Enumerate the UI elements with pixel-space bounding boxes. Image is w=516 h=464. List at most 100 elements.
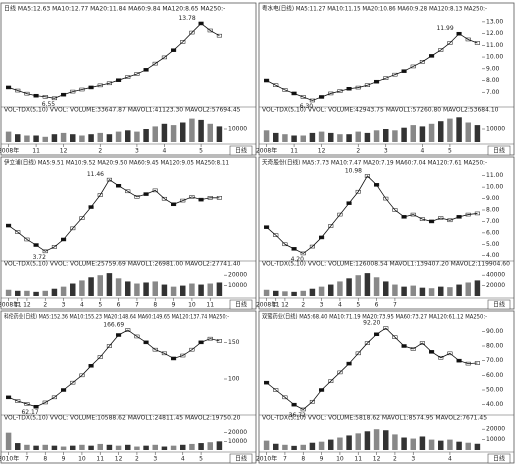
volume-bar <box>70 445 76 450</box>
volume-bar <box>60 132 67 142</box>
price-line <box>266 33 478 101</box>
volume-bar <box>346 435 352 450</box>
volume-bar <box>170 286 177 296</box>
volume-bar <box>42 136 48 142</box>
volume-bar <box>465 122 471 142</box>
x-tick-label: 4 <box>163 148 167 155</box>
y-tick-label: 100 <box>228 376 240 383</box>
volume-bar <box>465 442 471 450</box>
volume-bar <box>447 287 453 296</box>
volume-bar <box>337 134 343 142</box>
volume-bar <box>125 281 131 296</box>
x-tick-label: 11 <box>14 302 22 309</box>
price-label: 11.99 <box>436 25 453 32</box>
panel-frame <box>0 156 257 310</box>
price-line <box>266 327 478 410</box>
volume-bar <box>373 277 380 296</box>
panel-frame <box>0 310 257 464</box>
volume-bar <box>309 442 316 450</box>
volume-bar <box>198 443 204 450</box>
volume-bar <box>143 282 149 296</box>
volume-bar <box>180 122 186 142</box>
x-tick-label: 3 <box>411 456 415 463</box>
volume-bar <box>428 288 435 296</box>
y-tick-label: 7.00 <box>486 89 500 96</box>
volume-bar <box>180 444 186 450</box>
volume-bar <box>115 278 122 296</box>
volume-bar <box>318 286 325 296</box>
period-box <box>229 299 253 310</box>
x-tick-label: 2 <box>393 456 397 463</box>
volume-bar <box>410 438 416 450</box>
price-label: 4.20 <box>291 256 305 263</box>
volume-tick-label: 10000 <box>486 436 505 443</box>
volume-bar <box>189 118 195 142</box>
volume-bar <box>318 441 325 450</box>
x-tick-label: 5 <box>356 302 360 309</box>
volume-bar <box>189 283 195 296</box>
period[interactable]: 日线 <box>235 301 247 309</box>
x-tick-label: 4 <box>338 302 342 309</box>
volume-title: VOL-TDX(5,10) VVOL: VOLUME:126008.54 MAV… <box>262 261 510 268</box>
x-tick-label: 2 <box>301 302 305 309</box>
y-tick-label: 50.00 <box>486 387 503 394</box>
period[interactable]: 日线 <box>493 301 505 309</box>
y-tick-label: 60.00 <box>486 372 503 379</box>
volume-bar <box>291 135 297 142</box>
x-tick-label: 12 <box>281 302 289 309</box>
volume-bar <box>474 280 481 296</box>
volume-bar <box>24 135 30 142</box>
y-tick-label: 9.00 <box>486 195 500 202</box>
volume-bar <box>318 131 325 142</box>
volume-bar <box>15 134 21 142</box>
volume-bar <box>51 134 58 142</box>
x-tick-label: 9 <box>172 302 176 309</box>
volume-bar <box>189 443 195 450</box>
volume-bar <box>161 123 168 142</box>
x-tick-label: 3 <box>135 148 139 155</box>
volume-bar <box>282 291 288 296</box>
volume-bar <box>125 444 131 450</box>
x-tick-label: 12 <box>23 302 31 309</box>
volume-bar <box>5 432 12 450</box>
volume-bar <box>346 134 352 142</box>
volume-bar <box>170 125 177 142</box>
y-tick-label: 11.00 <box>486 42 503 49</box>
volume-bar <box>60 446 67 450</box>
volume-bar <box>328 439 334 450</box>
panel-title: 粤水电(日线) MA5:11.27 MA10:11.15 MA20:10.86 … <box>262 5 487 13</box>
volume-bar <box>401 286 407 296</box>
volume-bar <box>97 132 103 142</box>
period-box <box>487 299 511 310</box>
volume-bar <box>152 281 158 296</box>
volume-bar <box>152 444 158 450</box>
x-tick-label: 5 <box>448 148 452 155</box>
volume-bar <box>328 132 334 142</box>
volume-bar <box>456 117 462 142</box>
price-label: 166.69 <box>103 322 124 329</box>
y-tick-label: 11.00 <box>486 172 503 179</box>
volume-bar <box>263 130 270 142</box>
period-box <box>229 145 253 156</box>
x-tick-label: 2008年 <box>256 301 277 309</box>
volume-bar <box>88 277 94 296</box>
y-tick-label: 10.00 <box>486 184 503 191</box>
y-tick-label: 8.00 <box>486 207 500 214</box>
volume-bar <box>15 443 21 450</box>
price-candle <box>264 225 270 229</box>
volume-bar <box>198 284 204 296</box>
period[interactable]: 日线 <box>235 455 247 463</box>
price-line <box>8 179 220 252</box>
x-tick-label: 3 <box>153 456 157 463</box>
x-tick-label: 2 <box>98 148 102 155</box>
volume-bar <box>79 444 85 450</box>
volume-bar <box>273 290 279 296</box>
period[interactable]: 日线 <box>235 147 247 155</box>
price-label: 10.98 <box>345 167 362 174</box>
volume-bar <box>392 434 398 450</box>
period[interactable]: 日线 <box>493 455 505 463</box>
volume-bar <box>465 282 471 296</box>
volume-bar <box>70 283 76 296</box>
period[interactable]: 日线 <box>493 147 505 155</box>
